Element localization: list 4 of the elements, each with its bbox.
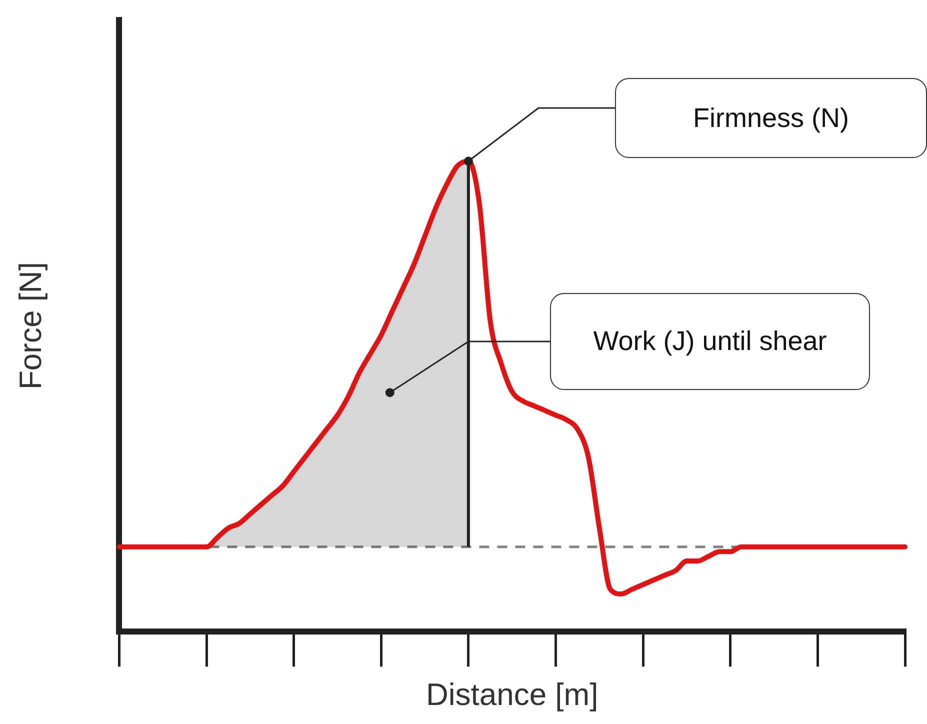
- callout-box: Firmness (N): [615, 78, 927, 158]
- callout-box: Work (J) until shear: [550, 293, 870, 390]
- x-axis-title: Distance [m]: [426, 676, 598, 712]
- y-axis-title: Force [N]: [13, 262, 48, 390]
